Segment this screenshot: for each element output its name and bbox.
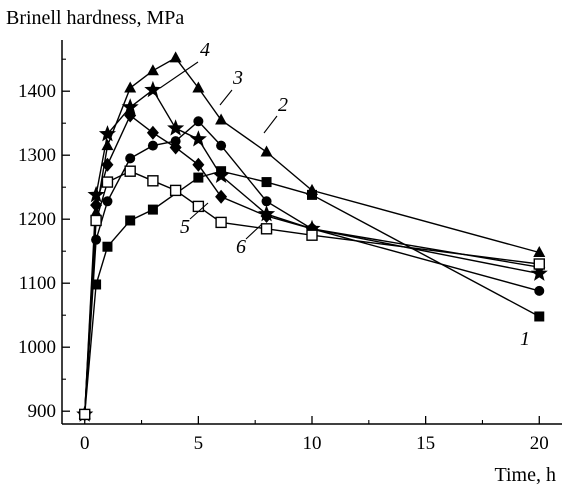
data-point-series-6 <box>101 176 114 188</box>
data-point-series-4 <box>87 185 105 203</box>
data-point-series-6 <box>533 258 545 270</box>
data-point-series-6 <box>192 200 205 213</box>
data-point-series-6 <box>90 214 102 227</box>
y-tick-label: 1400 <box>18 81 56 102</box>
data-point-series-3 <box>169 51 182 63</box>
data-point-series-3 <box>306 183 318 195</box>
data-point-series-3 <box>101 139 114 151</box>
data-point-series-2 <box>125 153 136 164</box>
y-tick-label: 1300 <box>18 145 56 166</box>
data-point-series-3 <box>533 245 546 257</box>
data-point-series-4 <box>212 166 230 183</box>
data-point-series-2 <box>216 140 227 151</box>
data-point-series-5 <box>192 157 205 172</box>
data-point-series-5 <box>146 125 159 140</box>
data-point-series-6 <box>147 175 159 187</box>
series-label-6: 6 <box>236 236 246 258</box>
data-point-series-2 <box>91 234 102 245</box>
y-tick-label: 1000 <box>18 337 56 358</box>
data-point-series-6 <box>79 408 91 421</box>
y-tick-label: 1100 <box>19 273 56 294</box>
x-tick-label: 20 <box>530 433 549 454</box>
data-point-series-5 <box>90 198 103 213</box>
data-point-series-4 <box>98 125 116 142</box>
data-point-series-3 <box>192 81 205 93</box>
data-point-series-4 <box>167 119 185 136</box>
series-label-1: 1 <box>520 328 530 350</box>
data-point-series-1 <box>91 279 102 290</box>
data-point-series-5 <box>169 140 182 155</box>
data-point-series-4 <box>121 98 139 115</box>
data-point-series-1 <box>147 204 158 215</box>
series-label-5: 5 <box>180 216 190 238</box>
data-point-series-3 <box>260 145 273 157</box>
y-tick-label: 1200 <box>18 209 56 230</box>
series-leader-3 <box>219 89 233 106</box>
data-point-series-1 <box>102 241 113 252</box>
series-line-5 <box>84 114 540 415</box>
y-tick-label: 900 <box>28 401 57 422</box>
data-point-series-3 <box>215 113 228 125</box>
data-point-series-6 <box>169 184 182 197</box>
series-leader-6 <box>245 223 263 240</box>
series-line-2 <box>84 120 540 415</box>
data-point-series-5 <box>101 157 114 172</box>
data-point-series-6 <box>260 223 273 235</box>
y-axis-title: Brinell hardness, MPa <box>6 7 184 29</box>
data-point-series-4 <box>144 80 162 98</box>
series-label-4: 4 <box>200 39 210 61</box>
x-tick-label: 0 <box>80 433 90 454</box>
x-tick-label: 15 <box>416 433 435 454</box>
series-label-3: 3 <box>232 67 243 89</box>
data-point-series-6 <box>215 216 227 229</box>
data-point-series-2 <box>193 116 204 127</box>
data-point-series-1 <box>125 215 136 226</box>
data-point-series-1 <box>261 177 272 188</box>
series-leader-2 <box>263 115 278 134</box>
data-point-series-1 <box>193 172 204 183</box>
data-point-series-4 <box>189 130 207 147</box>
series-leader-5 <box>189 202 209 220</box>
data-point-series-3 <box>124 81 137 93</box>
x-tick-label: 10 <box>303 433 322 454</box>
x-axis-title: Time, h <box>494 464 556 486</box>
data-point-series-2 <box>261 196 272 207</box>
data-point-series-6 <box>124 165 136 177</box>
data-point-series-5 <box>260 209 273 223</box>
series-label-2: 2 <box>278 94 288 116</box>
data-point-series-3 <box>146 64 159 76</box>
data-point-series-2 <box>147 140 158 151</box>
data-point-series-1 <box>534 311 545 322</box>
data-point-series-2 <box>534 285 545 296</box>
data-point-series-6 <box>306 229 318 241</box>
data-point-series-5 <box>124 108 137 123</box>
data-point-series-2 <box>102 196 113 207</box>
series-leader-4 <box>159 61 199 89</box>
data-point-series-5 <box>215 189 228 204</box>
x-tick-label: 5 <box>194 433 204 454</box>
